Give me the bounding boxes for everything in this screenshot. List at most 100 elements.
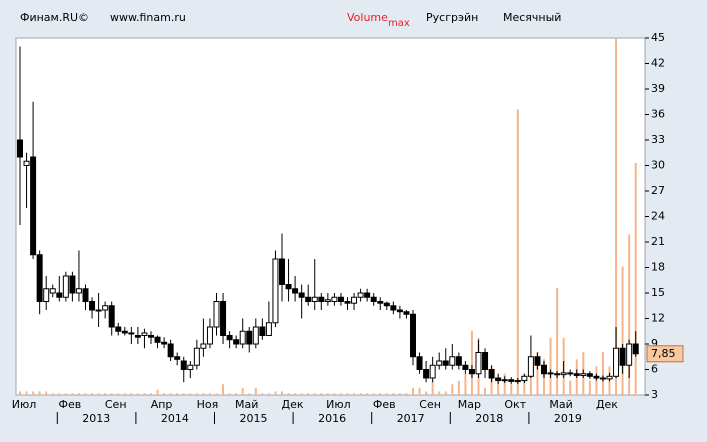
- candle-body: [161, 341, 168, 345]
- volume-bar: [130, 393, 133, 395]
- volume-bar: [202, 393, 205, 395]
- x-tick-label: Апр: [151, 398, 173, 411]
- volume-bar: [143, 393, 146, 395]
- volume-bar: [294, 393, 297, 395]
- candle-body: [115, 326, 122, 332]
- y-tick-label: 9: [651, 337, 658, 350]
- candle-body: [69, 275, 76, 294]
- volume-bar: [163, 393, 166, 395]
- x-tick-label: Дек: [596, 398, 618, 411]
- volume-bar: [405, 393, 408, 395]
- max-label: max: [388, 18, 410, 29]
- volume-bar: [359, 393, 362, 395]
- volume-bar: [123, 393, 126, 395]
- last-price-label: 7,85: [651, 347, 676, 360]
- volume-label: Volume: [347, 11, 388, 24]
- volume-bar: [300, 393, 303, 395]
- volume-bar: [104, 393, 107, 395]
- candle-body: [246, 330, 253, 345]
- volume-bar: [366, 393, 369, 395]
- candle-body: [567, 372, 574, 375]
- y-tick-label: 3: [651, 388, 658, 401]
- volume-bar: [235, 393, 238, 395]
- candle-body: [423, 369, 430, 379]
- x-tick-label: Окт: [504, 398, 526, 411]
- x-tick-label: Май: [549, 398, 572, 411]
- x-tick-label: Мар: [458, 398, 481, 411]
- title: Русгрэйн: [426, 11, 478, 24]
- year-label: 2019: [554, 412, 582, 425]
- candle-body: [62, 275, 69, 298]
- volume-bar: [412, 387, 414, 395]
- volume-bar: [353, 393, 356, 395]
- last-price-box: [646, 345, 684, 363]
- candle-body: [599, 377, 606, 380]
- candle-body: [95, 309, 102, 312]
- candle-body: [521, 375, 528, 382]
- volume-bar: [333, 393, 336, 395]
- candle-body: [43, 288, 50, 302]
- candle-body: [580, 373, 587, 376]
- volume-bar: [241, 387, 244, 395]
- candle-body: [82, 288, 89, 302]
- candle-body: [134, 335, 141, 338]
- volume-bar: [58, 393, 61, 395]
- candle-body: [272, 258, 279, 324]
- x-tick-label: Июл: [326, 398, 351, 411]
- year-label: 2018: [475, 412, 503, 425]
- candle-body: [305, 296, 312, 302]
- volume-bar: [313, 393, 316, 395]
- volume-bar: [601, 352, 604, 395]
- volume-bar: [438, 391, 441, 395]
- candle-body: [403, 311, 410, 315]
- volume-bar: [510, 384, 513, 395]
- year-label: 2013: [82, 412, 110, 425]
- volume-bar: [189, 393, 192, 395]
- period: Месячный: [503, 11, 561, 24]
- volume-bar: [628, 234, 631, 395]
- candle-body: [252, 326, 259, 345]
- volume-bar: [136, 393, 139, 395]
- volume-bar: [156, 389, 159, 395]
- candle-body: [292, 288, 299, 294]
- volume-bar: [549, 337, 552, 395]
- candle-body: [436, 360, 443, 366]
- candle-body: [613, 347, 620, 377]
- volume-bar: [536, 352, 539, 395]
- volume-bar: [195, 393, 198, 395]
- y-tick-label: 6: [651, 363, 658, 376]
- volume-bar: [379, 393, 382, 395]
- candle-body: [167, 343, 174, 358]
- y-tick-label: 18: [651, 261, 665, 274]
- candle-body: [108, 305, 115, 328]
- volume-bar: [307, 393, 310, 395]
- candle-body: [449, 356, 456, 366]
- candle-body: [606, 375, 613, 380]
- y-tick-label: 27: [651, 184, 665, 197]
- candle-body: [377, 301, 384, 304]
- volume-bar: [19, 391, 21, 395]
- year-label: 2014: [161, 412, 189, 425]
- volume-bar: [91, 393, 94, 395]
- volume-bar: [110, 393, 113, 395]
- candle-body: [351, 296, 358, 304]
- candle-body: [344, 301, 351, 304]
- x-tick-label: Фев: [58, 398, 81, 411]
- candle-body: [442, 360, 449, 366]
- volume-bar: [326, 393, 329, 395]
- year-label: 2016: [318, 412, 346, 425]
- candle-body: [488, 369, 495, 379]
- candle-body: [331, 296, 338, 302]
- candle-body: [128, 332, 135, 335]
- candle-body: [429, 364, 436, 379]
- candle-body: [148, 335, 154, 338]
- volume-bar: [484, 387, 487, 395]
- volume-bar: [51, 393, 54, 395]
- candle-body: [410, 313, 416, 358]
- volume-bar: [274, 391, 277, 395]
- volume-bar: [346, 393, 349, 395]
- volume-bar: [38, 391, 41, 395]
- candle-body: [121, 330, 128, 334]
- candle-body: [560, 372, 567, 376]
- volume-bar: [470, 330, 473, 395]
